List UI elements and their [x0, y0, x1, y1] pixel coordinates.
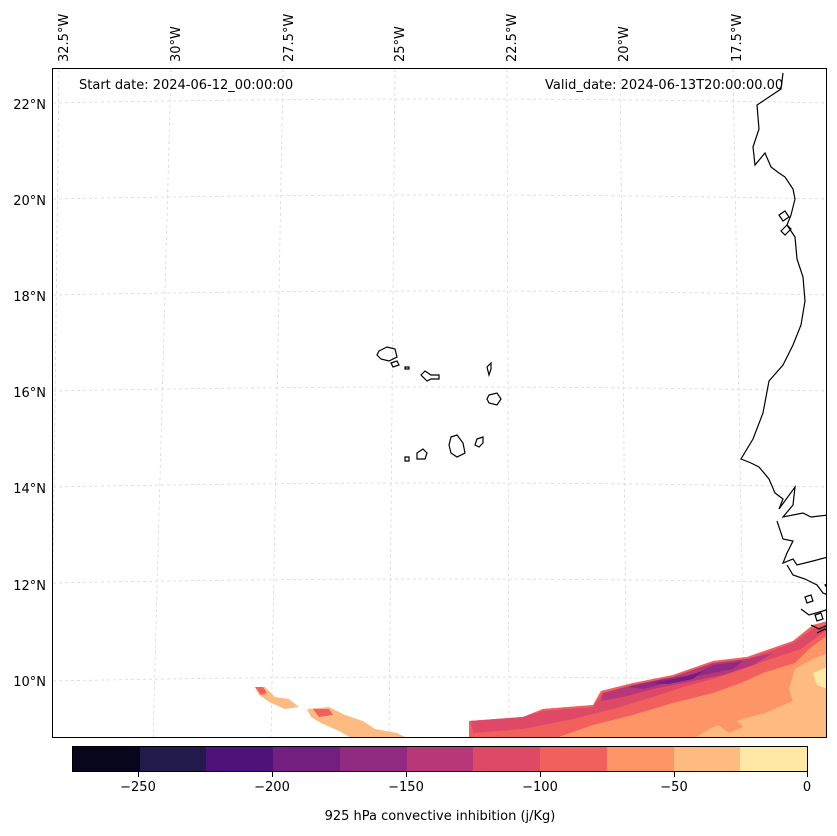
lon-label-17-5w: 17.5°W: [730, 13, 745, 62]
coast-west-africa: [740, 72, 826, 518]
coast-bay-detail: [816, 628, 826, 634]
colorbar-tick-0: [807, 772, 808, 777]
gridlines: [53, 69, 826, 737]
map-canvas: [53, 69, 826, 737]
lat-label-12n: 12°N: [13, 579, 46, 594]
coast-guinea: [800, 608, 826, 616]
cin-band-purple: [653, 671, 703, 684]
colorbar-swatch-5: [406, 747, 474, 771]
cin-patch-west-1-edge: [255, 687, 267, 695]
cin-band-red: [469, 621, 826, 737]
colorbar-swatch-3: [273, 747, 340, 771]
colorbar-tick-m50: [674, 772, 675, 777]
colorbar-tick-m200: [272, 772, 273, 777]
lat-label-18n: 18°N: [13, 290, 46, 305]
lat-label-14n: 14°N: [13, 482, 46, 497]
island-santa-luzia: [404, 366, 410, 370]
island-sao-vicente: [390, 360, 400, 368]
colorbar-swatch-7: [540, 747, 607, 771]
lon-label-22-5w: 22.5°W: [505, 13, 520, 62]
coast-islet-2: [780, 224, 792, 236]
cin-contours: [255, 621, 826, 737]
lat-label-20n: 20°N: [13, 194, 46, 209]
colorbar: [72, 746, 808, 772]
cape-verde-islands: [376, 346, 502, 462]
colorbar-ticklabel-m50: −50: [660, 780, 688, 795]
colorbar-ticklabel-m250: −250: [120, 780, 156, 795]
colorbar-swatch-10: [740, 747, 808, 771]
island-brava: [404, 456, 410, 462]
island-sao-nicolau: [420, 370, 440, 382]
colorbar-swatch-8: [606, 747, 674, 771]
coastlines: [740, 72, 826, 634]
island-santiago: [448, 434, 466, 458]
cin-band-violet: [627, 661, 743, 689]
island-fogo: [416, 448, 428, 460]
island-maio: [474, 436, 484, 448]
colorbar-swatch-0: [73, 747, 140, 771]
lon-label-20w: 20°W: [617, 26, 632, 62]
colorbar-swatch-6: [473, 747, 541, 771]
lat-label-10n: 10°N: [13, 675, 46, 690]
map-frame: [52, 68, 827, 738]
coast-islet-5: [824, 583, 826, 588]
lon-label-30w: 30°W: [169, 26, 184, 62]
colorbar-tick-m100: [540, 772, 541, 777]
island-sal: [486, 361, 492, 378]
cin-light-3: [713, 717, 743, 733]
lon-label-27-5w: 27.5°W: [282, 13, 297, 62]
colorbar-ticklabel-m100: −100: [522, 780, 558, 795]
lat-label-22n: 22°N: [13, 98, 46, 113]
coast-islet-1: [778, 210, 790, 222]
coast-islet-3: [804, 594, 814, 604]
cin-light-1: [789, 653, 826, 723]
coast-senegal-gambia: [776, 520, 826, 566]
cin-light-2: [739, 695, 769, 715]
island-santo-antao: [376, 346, 398, 362]
start-date-text: Start date: 2024-06-12_00:00:00: [79, 78, 294, 93]
colorbar-ticklabel-0: 0: [802, 780, 812, 795]
island-boa-vista: [486, 392, 502, 406]
coast-guinea-bissau: [786, 564, 826, 595]
colorbar-swatch-2: [206, 747, 274, 771]
colorbar-swatch-4: [339, 747, 407, 771]
colorbar-swatch-1: [139, 747, 207, 771]
colorbar-ticklabel-m200: −200: [254, 780, 290, 795]
colorbar-tick-m150: [406, 772, 407, 777]
lon-label-25w: 25°W: [393, 26, 408, 62]
colorbar-ticklabel-m150: −150: [388, 780, 424, 795]
valid-date-text: Valid_date: 2024-06-13T20:00:00.00: [545, 78, 784, 93]
cin-band-rose: [471, 625, 826, 733]
lat-label-16n: 16°N: [13, 386, 46, 401]
coast-islet-4: [814, 612, 824, 622]
cin-patch-west-2-core: [313, 709, 333, 717]
cin-light-4: [813, 667, 826, 689]
colorbar-tick-m250: [138, 772, 139, 777]
colorbar-swatch-9: [673, 747, 741, 771]
lon-label-32-5w: 32.5°W: [57, 13, 72, 62]
coast-sierra-leone: [810, 624, 826, 630]
colorbar-label: 925 hPa convective inhibition (j/Kg): [324, 809, 556, 824]
